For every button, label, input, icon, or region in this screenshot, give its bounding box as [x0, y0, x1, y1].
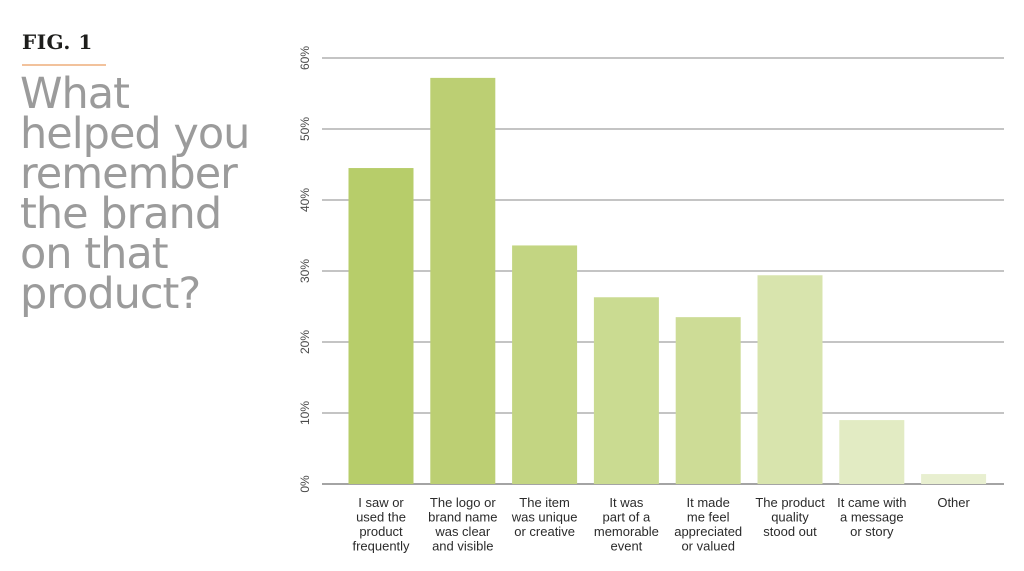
headline-line-5: on that: [20, 229, 169, 279]
y-tick-label: 40%: [298, 188, 312, 212]
y-tick-label: 30%: [298, 259, 312, 283]
category-label: Other: [937, 495, 970, 510]
bar: [430, 77, 496, 484]
y-tick-label: 10%: [298, 401, 312, 425]
bar: [348, 168, 414, 485]
headline-line-6: product?: [20, 269, 201, 319]
bar: [593, 297, 659, 484]
y-tick-label: 60%: [298, 46, 312, 70]
bars: [348, 77, 987, 485]
category-label: It was part of a memorable event: [594, 495, 659, 554]
chart-headline: What helped you remember the brand on th…: [20, 73, 280, 316]
bar: [839, 420, 905, 484]
category-label: The logo or brand name was clear and visibl…: [428, 495, 497, 554]
category-label: I saw or used the product frequently: [352, 495, 410, 554]
bar: [512, 245, 578, 484]
category-label: The product quality stood out: [755, 495, 825, 539]
category-label: It made me feel appreciated or valued: [674, 495, 742, 554]
category-label: It came with a message or story: [837, 495, 906, 539]
y-tick-label: 50%: [298, 117, 312, 141]
headline-line-3: remember: [20, 149, 238, 199]
bar: [757, 275, 823, 484]
bar: [921, 474, 987, 484]
headline-line-1: What: [20, 69, 130, 119]
category-label: The item was unique or creative: [511, 495, 578, 539]
headline-line-2: helped you: [20, 109, 250, 159]
figure-label-divider: [22, 64, 106, 66]
bar: [675, 317, 741, 484]
category-labels: I saw or used the product frequently The log…: [352, 495, 970, 554]
y-tick-label: 0%: [298, 475, 312, 493]
headline-line-4: the brand: [20, 189, 222, 239]
figure-label: FIG. 1: [22, 30, 93, 54]
y-axis-ticks: 0% 10% 20% 30% 40% 50% 60%: [298, 46, 312, 493]
y-tick-label: 20%: [298, 330, 312, 354]
